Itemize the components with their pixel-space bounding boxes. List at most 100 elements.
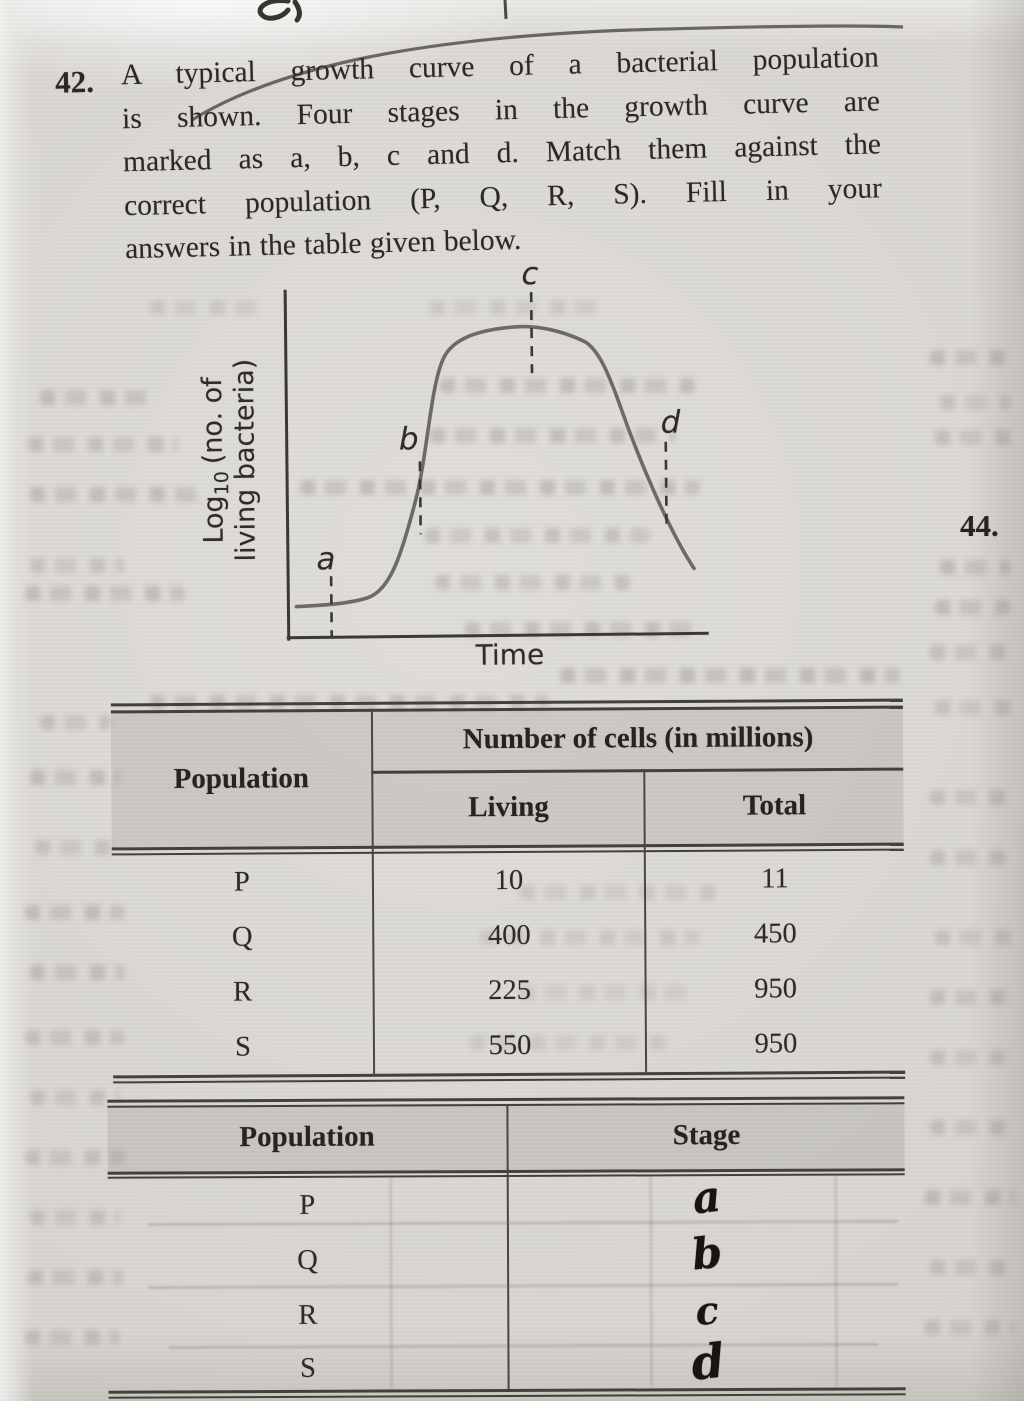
- bleed-through-smudge: [440, 378, 695, 393]
- row-R-living: 225: [488, 974, 532, 1006]
- bleed-through-smudge: [925, 1320, 1015, 1335]
- row-R-population: R: [232, 976, 253, 1008]
- header-population: Population: [239, 1120, 375, 1153]
- header-total: Total: [742, 789, 807, 822]
- row-S-living: 550: [488, 1029, 532, 1061]
- handwritten-mark: [257, 0, 302, 23]
- y-axis-title-rest: (no. of: [197, 376, 229, 465]
- bleed-through-smudge: [30, 770, 120, 785]
- growth-curve: [294, 324, 696, 609]
- x-axis: [286, 631, 709, 640]
- bleed-through-smudge: [935, 600, 1010, 615]
- bleed-through-smudge: [930, 850, 1015, 865]
- bleed-through-smudge: [425, 528, 650, 543]
- row-Q-living: 400: [487, 919, 531, 951]
- bleed-through-smudge: [430, 300, 610, 315]
- bleed-through-smudge: [935, 700, 1015, 715]
- bleed-through-smudge: [28, 1270, 123, 1285]
- bleed-through-smudge: [520, 985, 700, 1000]
- stage-a-label: a: [316, 541, 335, 577]
- bleed-through-smudge: [40, 390, 160, 405]
- bleed-through-smudge: [25, 1330, 120, 1345]
- bleed-through-smudge: [940, 395, 1010, 410]
- previous-figure-remnant: [191, 0, 904, 122]
- row-Q-population: Q: [297, 1244, 318, 1276]
- row-P-population: P: [233, 866, 250, 898]
- bleed-through-smudge: [25, 905, 125, 920]
- top-rule-line: [191, 24, 904, 122]
- header-population: Population: [173, 761, 310, 795]
- stage-b-marker: [418, 461, 422, 535]
- next-question-number: 44.: [960, 508, 999, 543]
- header-living: Living: [468, 790, 549, 824]
- y-axis-title: Log10 (no. of living bacteria): [197, 359, 262, 562]
- bleed-through-smudge: [30, 1210, 120, 1225]
- header-stage: Stage: [672, 1118, 741, 1151]
- bleed-through-smudge: [435, 575, 630, 590]
- bleed-through-smudge: [470, 1035, 670, 1050]
- svg-text:Log10(no. of: Log10 (no. of: [197, 376, 234, 544]
- handwritten-answer-R: c: [693, 1286, 722, 1334]
- question-block: 42. A typical growth curve of a bacteria…: [55, 36, 888, 273]
- bleed-through-smudge: [930, 645, 1010, 660]
- top-tick-mark: [503, 0, 508, 20]
- row-S-total: 950: [754, 1027, 798, 1059]
- table-rule: [113, 1076, 906, 1083]
- y-axis: [283, 289, 291, 641]
- stage-c-marker: [529, 292, 534, 374]
- bleed-through-smudge: [930, 1120, 1015, 1135]
- y-axis-title-line2: living bacteria): [229, 359, 262, 562]
- growth-curve-figure: a b c d Log10 (no. of living bacteria) Ti…: [197, 256, 709, 672]
- header-number-of-cells: Number of cells (in millions): [462, 720, 814, 755]
- cells-table: Population Number of cells (in millions)…: [110, 698, 906, 1084]
- bleed-through-smudge: [25, 1030, 125, 1045]
- bleed-through-smudge: [930, 1050, 1015, 1065]
- stage-d-label: d: [660, 405, 680, 441]
- bleed-through-smudge: [930, 990, 1015, 1005]
- bleed-through-smudge: [520, 885, 720, 900]
- bleed-through-smudge: [930, 350, 1015, 365]
- bleed-through-smudge: [430, 428, 675, 443]
- row-Q-total: 450: [753, 917, 797, 949]
- x-axis-title: Time: [475, 638, 545, 672]
- bleed-through-smudge: [925, 1190, 1015, 1205]
- bleed-through-smudge: [935, 430, 1015, 445]
- row-P-total: 11: [761, 862, 789, 894]
- answer-table: Population Stage P a Q b R c S d: [107, 1096, 906, 1399]
- question-text: A typical growth curve of a bacterial po…: [121, 36, 884, 271]
- question-number: 42.: [54, 63, 95, 100]
- row-R-population: R: [298, 1299, 318, 1331]
- table-rule: [107, 1096, 905, 1103]
- handwritten-answer-S: d: [688, 1332, 727, 1392]
- bleed-through-smudge: [560, 668, 900, 683]
- y-axis-title-log: Log: [198, 495, 230, 544]
- bleed-through-smudge: [30, 1090, 120, 1105]
- bleed-through-smudge: [28, 437, 178, 452]
- row-S-population: S: [300, 1352, 317, 1384]
- stage-b-label: b: [399, 421, 419, 457]
- bleed-through-smudge: [30, 965, 125, 980]
- row-P-living: 10: [494, 864, 524, 896]
- bleed-through-smudge: [25, 586, 185, 601]
- row-R-total: 950: [754, 972, 798, 1004]
- stage-d-marker: [664, 441, 668, 528]
- bleed-through-smudge: [300, 480, 700, 495]
- bleed-through-smudge: [30, 487, 200, 502]
- bleed-through-smudge: [40, 715, 110, 730]
- handwritten-answer-Q: b: [689, 1227, 725, 1281]
- row-Q-population: Q: [231, 921, 253, 953]
- handwritten-answer-P: a: [690, 1171, 724, 1225]
- bleed-through-smudge: [35, 840, 115, 855]
- bleed-through-smudge: [25, 1150, 125, 1165]
- row-S-population: S: [234, 1031, 251, 1063]
- row-P-population: P: [299, 1189, 316, 1221]
- bleed-through-smudge: [150, 300, 270, 315]
- y-axis-title-subscript: 10: [211, 471, 233, 495]
- bleed-through-smudge: [930, 1260, 1015, 1275]
- bleed-through-smudge: [935, 930, 1015, 945]
- bleed-through-smudge: [930, 790, 1015, 805]
- stage-c-label: c: [521, 256, 538, 292]
- bleed-through-smudge: [940, 560, 1010, 575]
- stage-a-marker: [329, 576, 334, 637]
